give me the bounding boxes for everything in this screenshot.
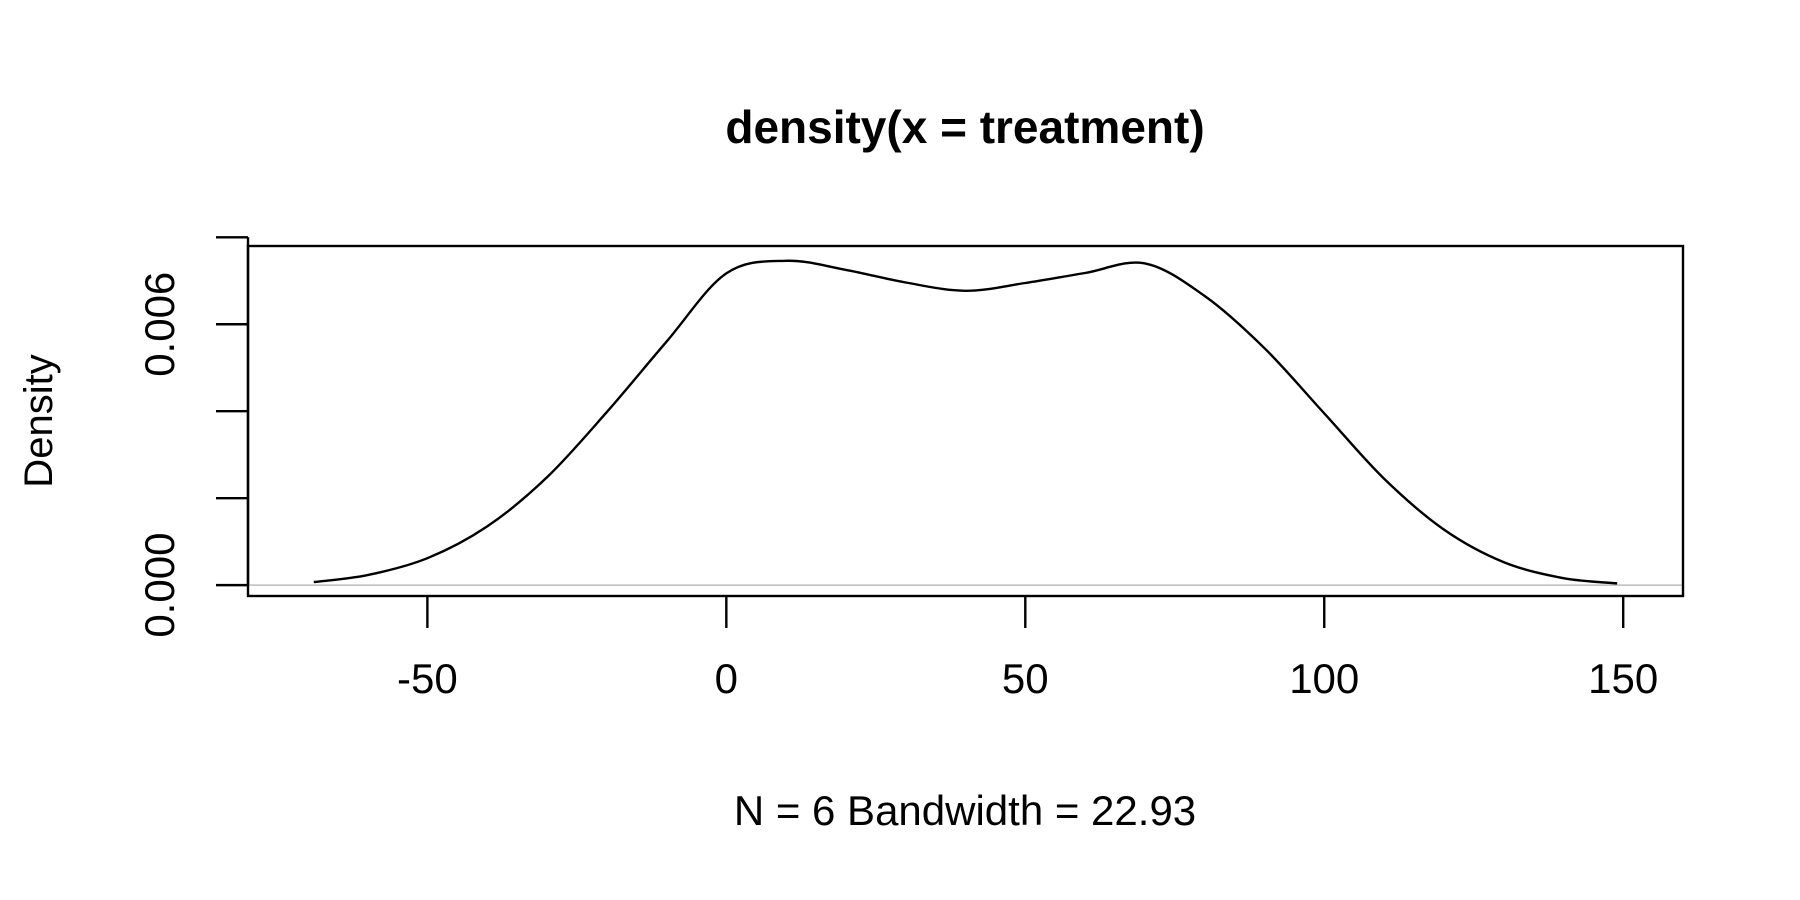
x-tick-label: 150 — [1588, 655, 1658, 702]
plot-frame — [246, 244, 1685, 598]
y-tick-label: 0.006 — [136, 272, 183, 377]
y-tick-label: 0.000 — [136, 533, 183, 638]
x-tick-label: 0 — [715, 655, 738, 702]
y-axis: 0.000 0.006 — [136, 236, 250, 638]
x-tick-label: 100 — [1289, 655, 1359, 702]
y-axis-title: Density — [17, 354, 61, 487]
density-curve — [313, 259, 1618, 585]
x-axis-subtitle: N = 6 Bandwidth = 22.93 — [734, 787, 1196, 834]
x-axis: -50 0 50 100 150 — [397, 596, 1658, 702]
x-tick-label: -50 — [397, 655, 458, 702]
chart-title: density(x = treatment) — [725, 101, 1204, 153]
x-tick-label: 50 — [1002, 655, 1049, 702]
